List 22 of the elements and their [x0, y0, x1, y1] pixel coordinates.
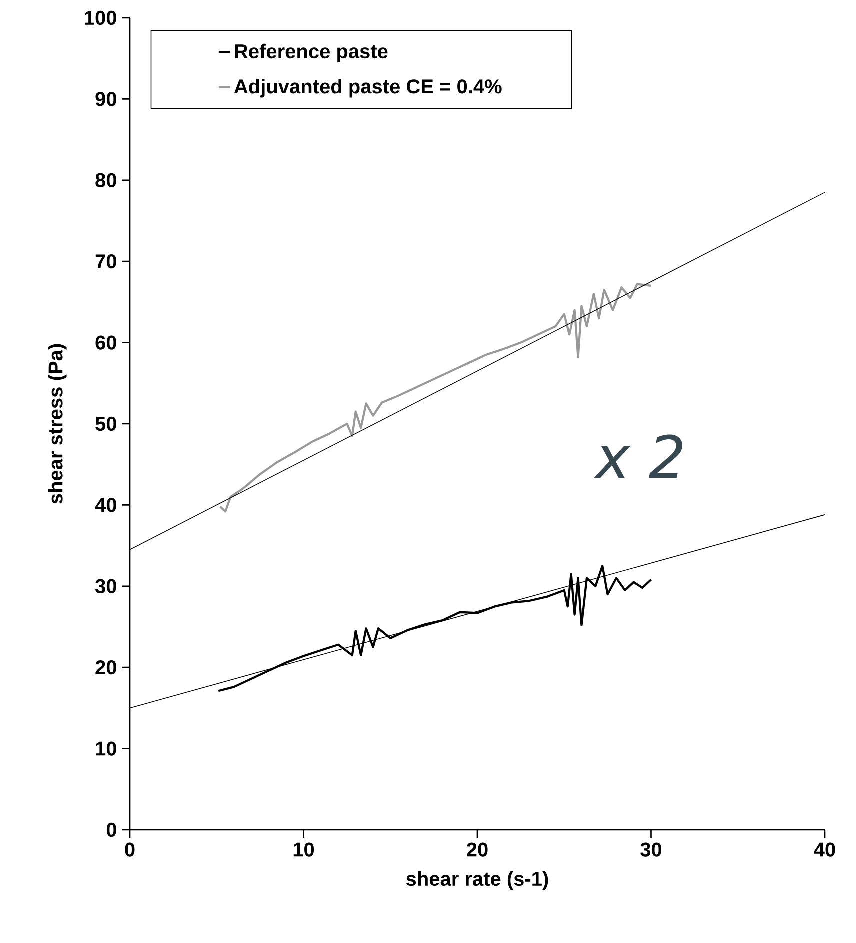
legend-label: Reference paste: [235, 44, 388, 63]
legend-label: Adjuvanted paste CE = 0.4%: [234, 79, 502, 98]
y-tick-label: 80: [96, 173, 116, 188]
y-axis-title: shear stress (Pa): [48, 344, 67, 504]
x-tick-label: 10: [294, 842, 314, 857]
y-tick-label: 50: [96, 416, 116, 432]
x-tick-label: 40: [814, 842, 836, 857]
line-series: [218, 565, 652, 692]
x-axis-title: shear rate (s-1): [406, 871, 548, 890]
y-tick-label: 40: [95, 498, 116, 512]
annotation: x 2: [594, 434, 682, 478]
y-tick-label: 10: [96, 742, 116, 756]
y-tick-label: 70: [96, 254, 116, 269]
y-tick-label: 20: [96, 660, 116, 675]
y-tick-label: 100: [85, 10, 116, 26]
y-tick-label: 90: [96, 92, 116, 106]
y-tick-label: 60: [96, 336, 116, 350]
y-tick-label: 0: [106, 822, 116, 838]
y-tick-label: 30: [96, 579, 116, 594]
x-tick-label: 30: [640, 842, 662, 857]
x-tick-label: 0: [125, 842, 135, 857]
x-tick-label: 20: [467, 842, 488, 857]
